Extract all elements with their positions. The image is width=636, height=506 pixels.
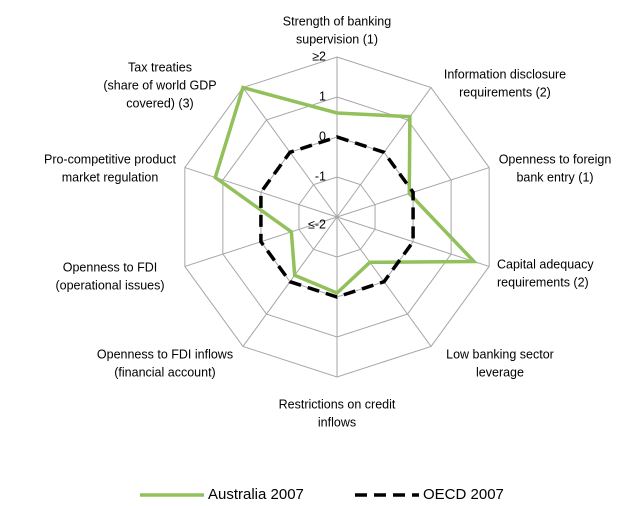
category-label: Strength of banking xyxy=(283,14,391,28)
category-label: requirements (2) xyxy=(459,85,551,99)
category-label: Low banking sector xyxy=(446,347,554,361)
category-label: (financial account) xyxy=(114,365,215,379)
category-label: Pro-competitive product xyxy=(44,152,177,166)
category-label: covered) (3) xyxy=(126,96,193,110)
tick-label: ≥2 xyxy=(312,49,326,63)
category-label: Restrictions on credit xyxy=(279,397,396,411)
tick-label: -1 xyxy=(315,169,326,183)
category-label: inflows xyxy=(318,415,356,429)
category-label: Information disclosure xyxy=(444,67,566,81)
category-label: Openness to FDI xyxy=(63,260,158,274)
series-line xyxy=(213,85,479,296)
category-label: Openness to foreign xyxy=(499,152,612,166)
legend-label: OECD 2007 xyxy=(423,486,504,503)
category-label: requirements (2) xyxy=(497,275,589,289)
category-label: bank entry (1) xyxy=(516,170,593,184)
axis-spoke xyxy=(184,167,338,218)
category-label: leverage xyxy=(476,365,524,379)
tick-label: 0 xyxy=(319,129,326,143)
series-line xyxy=(259,135,415,299)
axis-spoke xyxy=(336,216,490,267)
category-label: Capital adequacy xyxy=(497,257,594,271)
category-label: (operational issues) xyxy=(55,278,164,292)
category-label: Openness to FDI inflows xyxy=(97,347,233,361)
category-label: supervision (1) xyxy=(296,32,378,46)
tick-label: 1 xyxy=(319,89,326,103)
category-label: market regulation xyxy=(62,170,159,184)
category-label: (share of world GDP xyxy=(103,78,216,92)
category-label: Tax treaties xyxy=(128,60,192,74)
tick-label: ≤-2 xyxy=(308,217,326,231)
legend-label: Australia 2007 xyxy=(208,486,304,503)
